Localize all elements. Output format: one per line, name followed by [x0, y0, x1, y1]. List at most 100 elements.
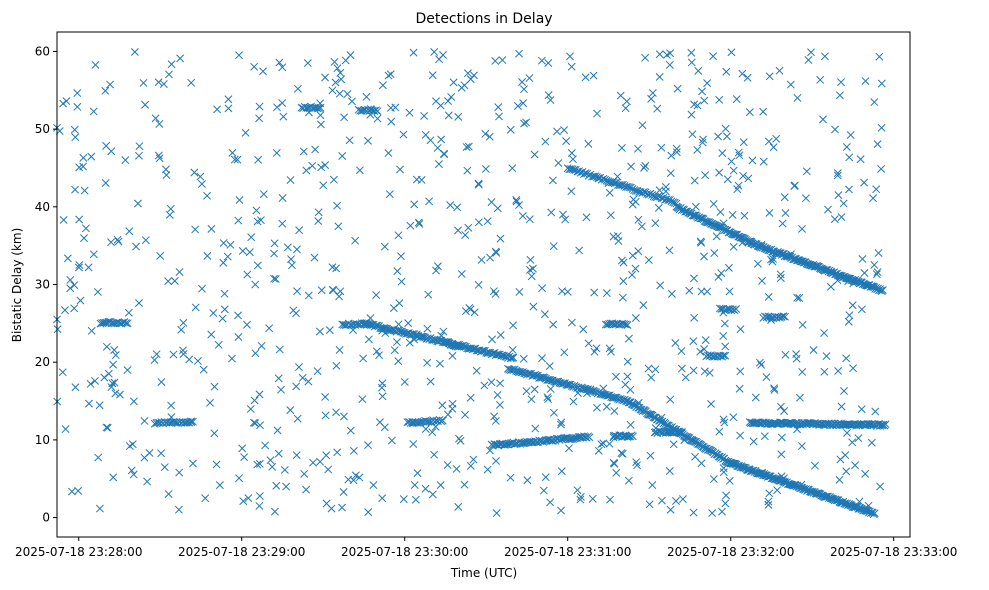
data-point [410, 481, 419, 489]
data-point [358, 395, 367, 404]
data-point [518, 212, 527, 220]
data-point [110, 378, 119, 387]
data-point [384, 149, 393, 158]
data-point [465, 304, 474, 312]
data-point [617, 143, 626, 152]
data-point [696, 237, 705, 246]
data-point [454, 112, 463, 121]
data-point [339, 488, 348, 496]
data-point [210, 382, 219, 391]
data-point [655, 186, 664, 195]
data-point [61, 425, 70, 434]
data-point [273, 103, 281, 112]
data-point [755, 358, 764, 367]
data-point [474, 218, 483, 227]
data-point [319, 181, 328, 190]
data-point [675, 427, 684, 436]
scatter-markers [53, 47, 890, 519]
data-point [107, 238, 116, 247]
data-point [624, 476, 633, 485]
data-point [546, 385, 555, 393]
data-point [845, 185, 853, 194]
data-point [508, 353, 516, 362]
data-point [687, 58, 696, 67]
data-point [854, 434, 863, 443]
data-point [352, 320, 361, 329]
data-point [94, 453, 103, 462]
data-point [430, 48, 439, 56]
data-point [665, 246, 674, 255]
data-point [255, 492, 264, 501]
data-point [651, 219, 660, 228]
data-point [776, 402, 785, 411]
data-point [688, 211, 697, 220]
data-point [332, 408, 341, 417]
data-point [474, 179, 483, 188]
data-point [506, 125, 515, 134]
data-point [705, 368, 714, 377]
data-point [647, 94, 656, 103]
data-point [723, 175, 732, 184]
data-point [715, 168, 724, 177]
data-point [638, 121, 647, 130]
data-point [328, 285, 337, 294]
data-point [245, 248, 254, 257]
x-tick-label: 2025-07-18 23:33:00 [830, 545, 957, 559]
data-point [228, 148, 237, 157]
data-point [378, 494, 387, 503]
data-point [648, 481, 657, 490]
data-point [786, 80, 795, 89]
data-point [316, 111, 325, 120]
data-point [764, 497, 773, 506]
data-point [259, 190, 268, 199]
data-point [469, 455, 478, 464]
data-point [316, 99, 325, 108]
data-point [411, 495, 420, 504]
data-point [833, 169, 842, 178]
data-point [481, 129, 490, 138]
data-point [165, 70, 173, 79]
data-point [380, 242, 389, 251]
data-point [639, 301, 648, 310]
data-point [395, 299, 404, 308]
data-point [239, 497, 248, 506]
data-point [152, 350, 161, 359]
data-point [634, 144, 642, 153]
data-point [861, 77, 870, 85]
data-point [446, 340, 455, 349]
data-point [512, 197, 521, 206]
data-point [209, 309, 218, 318]
data-point [240, 453, 249, 462]
data-point [466, 393, 475, 402]
data-point [75, 215, 84, 224]
x-tick-label: 2025-07-18 23:32:00 [667, 545, 794, 559]
data-point [602, 289, 611, 298]
data-point [735, 384, 744, 393]
data-point [423, 358, 432, 367]
data-point [275, 345, 284, 354]
data-point [343, 90, 352, 99]
data-point [322, 499, 331, 508]
data-point [485, 132, 494, 141]
data-point [349, 446, 358, 455]
data-point [157, 378, 166, 386]
data-point [346, 51, 355, 60]
data-point [218, 314, 227, 323]
data-point [453, 203, 462, 212]
data-point [448, 351, 457, 360]
data-point [278, 194, 287, 202]
data-point [272, 148, 281, 157]
data-point [633, 461, 641, 470]
data-point [71, 185, 80, 194]
data-point [797, 480, 806, 489]
data-point [70, 125, 79, 134]
data-point [132, 242, 141, 251]
data-point [728, 305, 737, 314]
data-point [378, 392, 387, 401]
data-point [399, 130, 408, 139]
data-point [701, 336, 710, 345]
data-point [613, 172, 622, 181]
data-point [643, 189, 652, 198]
data-point [776, 274, 785, 282]
data-point [831, 125, 839, 134]
